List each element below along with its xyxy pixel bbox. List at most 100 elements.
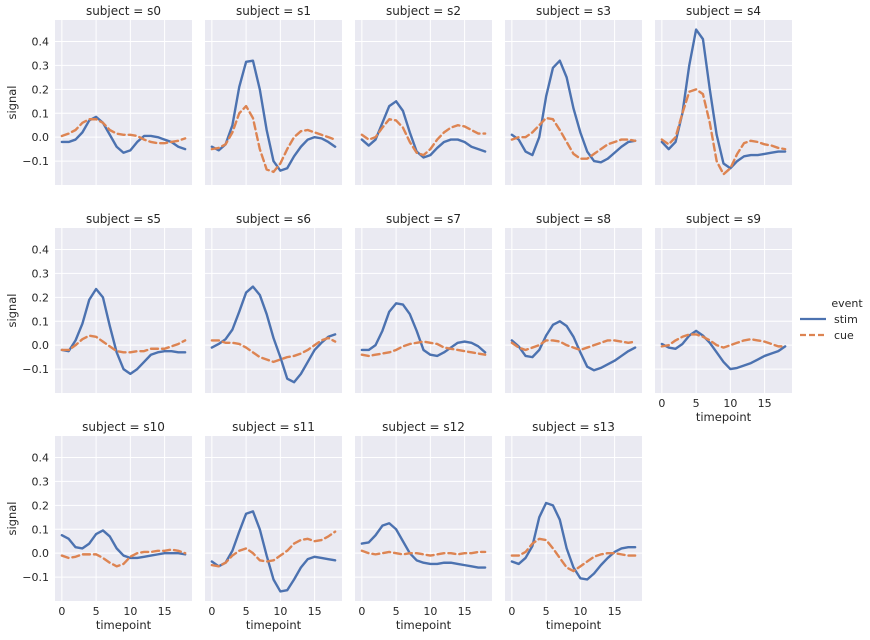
x-tick-label: 0 <box>208 605 215 618</box>
panel-s3: subject = s3 <box>505 4 642 185</box>
y-tick-label: 0.0 <box>32 547 50 560</box>
y-tick-label: 0.0 <box>32 131 50 144</box>
panel-background <box>355 436 492 601</box>
x-tick-label: 15 <box>458 605 472 618</box>
legend: event stim cue <box>800 297 863 342</box>
panel-background <box>355 20 492 185</box>
panel-title: subject = s7 <box>386 212 461 226</box>
panel-title: subject = s8 <box>536 212 611 226</box>
x-tick-label: 15 <box>608 605 622 618</box>
x-tick-label: 15 <box>158 605 172 618</box>
series-line-cue <box>210 336 337 364</box>
series-line-cue <box>360 340 487 358</box>
x-tick-label: 5 <box>93 605 100 618</box>
legend-label-stim: stim <box>834 313 858 326</box>
panel-background <box>55 436 192 601</box>
series-line-stim <box>510 320 637 372</box>
x-tick-label: 5 <box>693 397 700 410</box>
panel-title: subject = s2 <box>386 4 461 18</box>
panel-s11: subject = s11 0 5 10 15 timepoint <box>205 420 342 632</box>
y-tick-label: 0.1 <box>32 523 50 536</box>
panel-background <box>655 20 792 185</box>
series-line-cue <box>60 118 187 145</box>
panel-s12: subject = s12 0 5 10 15 timepoint <box>355 420 492 632</box>
y-tick-label: 0.2 <box>32 291 50 304</box>
panel-s8: subject = s8 <box>505 212 642 393</box>
series-line-cue <box>60 548 187 568</box>
y-tick-label: 0.1 <box>32 315 50 328</box>
x-tick-label: 10 <box>723 397 737 410</box>
x-axis-label: timepoint <box>96 618 152 632</box>
panel-background <box>655 228 792 393</box>
y-tick-label: 0.0 <box>32 339 50 352</box>
x-tick-label: 5 <box>243 605 250 618</box>
series-line-stim <box>360 302 487 358</box>
x-tick-label: 0 <box>658 397 665 410</box>
panel-title: subject = s9 <box>686 212 761 226</box>
panel-background <box>55 228 192 393</box>
y-tick-label: 0.4 <box>32 244 50 257</box>
panel-s5: subject = s5 −0.1 0.0 0.1 0.2 0.3 0.4 signal <box>5 212 192 393</box>
series-line-stim <box>210 59 337 172</box>
x-tick-label: 10 <box>573 605 587 618</box>
y-tick-label: 0.2 <box>32 499 50 512</box>
y-tick-label: 0.2 <box>32 83 50 96</box>
series-line-stim <box>210 510 337 593</box>
x-axis-label: timepoint <box>246 618 302 632</box>
y-axis-label: signal <box>5 501 19 535</box>
x-tick-label: 10 <box>423 605 437 618</box>
panel-s10: subject = s10 −0.1 0.0 0.1 0.2 0.3 0.4 signal 0 5… <box>5 420 192 632</box>
series-line-stim <box>660 329 787 371</box>
x-tick-label: 15 <box>758 397 772 410</box>
x-tick-label: 0 <box>358 605 365 618</box>
y-axis-label: signal <box>5 293 19 327</box>
panel-background <box>55 20 192 185</box>
series-line-stim <box>60 115 187 154</box>
y-tick-label: −0.1 <box>22 571 49 584</box>
panel-s1: subject = s1 <box>205 4 342 185</box>
y-tick-label: 0.3 <box>32 59 50 72</box>
y-tick-label: 0.4 <box>32 36 50 49</box>
y-tick-label: −0.1 <box>22 363 49 376</box>
series-line-cue <box>660 333 787 349</box>
y-tick-label: 0.1 <box>32 107 50 120</box>
panel-background <box>355 228 492 393</box>
panel-background <box>505 436 642 601</box>
series-line-stim <box>360 522 487 569</box>
series-line-cue <box>510 116 637 160</box>
panel-s7: subject = s7 <box>355 212 492 393</box>
panel-s0: subject = s0 −0.1 0.0 0.1 0.2 0.3 0.4 signal <box>5 4 192 185</box>
y-tick-label: −0.1 <box>22 155 49 168</box>
panel-background <box>505 228 642 393</box>
panel-title: subject = s1 <box>236 4 311 18</box>
legend-title: event <box>831 297 863 310</box>
panel-title: subject = s11 <box>232 420 315 434</box>
series-line-stim <box>60 529 187 560</box>
series-line-stim <box>510 501 637 581</box>
x-axis-label: timepoint <box>396 618 452 632</box>
y-axis-label: signal <box>5 85 19 119</box>
x-tick-label: 0 <box>508 605 515 618</box>
series-line-cue <box>660 88 787 176</box>
x-axis-label: timepoint <box>546 618 602 632</box>
panel-title: subject = s0 <box>86 4 161 18</box>
x-tick-label: 10 <box>273 605 287 618</box>
series-line-cue <box>210 104 337 174</box>
series-line-cue <box>360 549 487 557</box>
x-tick-label: 0 <box>58 605 65 618</box>
panel-title: subject = s3 <box>536 4 611 18</box>
panel-title: subject = s12 <box>382 420 465 434</box>
panel-title: subject = s6 <box>236 212 311 226</box>
x-tick-label: 10 <box>123 605 137 618</box>
y-tick-label: 0.3 <box>32 267 50 280</box>
panel-background <box>205 436 342 601</box>
y-tick-label: 0.4 <box>32 452 50 465</box>
panel-s6: subject = s6 <box>205 212 342 393</box>
series-line-stim <box>510 59 637 164</box>
panel-background <box>205 228 342 393</box>
x-tick-label: 15 <box>308 605 322 618</box>
series-line-cue <box>210 530 337 568</box>
panel-title: subject = s10 <box>82 420 165 434</box>
series-line-cue <box>60 334 187 354</box>
